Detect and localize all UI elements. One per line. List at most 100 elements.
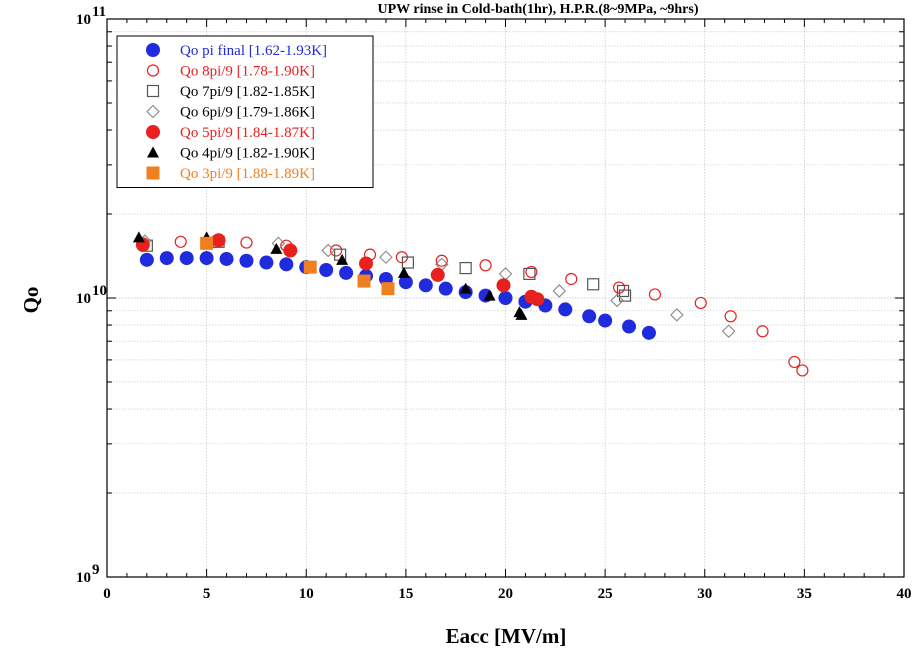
- data-point: [610, 293, 624, 308]
- y-tick-label: 10: [76, 570, 91, 586]
- legend-label: Qo 6pi/9 [1.79-1.86K]: [180, 105, 315, 121]
- data-point: [670, 308, 684, 322]
- x-tick-label: 35: [797, 586, 812, 602]
- legend-marker: [146, 64, 160, 77]
- data-point: [587, 278, 600, 291]
- data-point: [582, 309, 597, 324]
- legend-label: Qo 5pi/9 [1.84-1.87K]: [180, 125, 315, 141]
- legend-marker: [146, 125, 160, 139]
- data-point: [622, 319, 637, 334]
- data-point: [336, 253, 349, 265]
- data-point: [618, 289, 632, 302]
- x-tick-label: 30: [697, 586, 712, 602]
- data-point: [239, 253, 254, 268]
- data-point: [219, 251, 234, 266]
- x-tick-label: 15: [398, 586, 413, 602]
- legend-label: Qo 4pi/9 [1.82-1.90K]: [180, 146, 315, 162]
- data-series: [132, 231, 809, 377]
- data-point: [199, 251, 214, 266]
- series-7: [200, 236, 395, 296]
- legend-label: Qo pi final [1.62-1.93K]: [180, 43, 327, 59]
- data-point: [339, 265, 354, 280]
- data-point: [279, 257, 294, 272]
- legend-marker: [146, 166, 160, 180]
- legend-box: [116, 35, 374, 188]
- series-4: [138, 234, 736, 339]
- data-point: [240, 236, 253, 249]
- data-point: [379, 250, 393, 265]
- data-point: [641, 325, 656, 340]
- legend-label: Qo 8pi/9 [1.78-1.90K]: [180, 64, 315, 80]
- data-point: [321, 243, 335, 258]
- legend-label: Qo 7pi/9 [1.82-1.85K]: [180, 84, 315, 100]
- data-point: [418, 278, 433, 293]
- chart-title: UPW rinse in Cold-bath(1hr), H.P.R.(8~9M…: [377, 2, 698, 17]
- data-point: [283, 243, 298, 258]
- axis-ticks: [106, 18, 905, 578]
- data-point: [179, 251, 194, 266]
- y-tick-exponent: 9: [92, 562, 100, 578]
- data-point: [330, 244, 343, 257]
- data-point: [796, 364, 809, 377]
- data-point: [724, 310, 737, 323]
- data-point: [648, 288, 662, 301]
- data-point: [565, 272, 578, 286]
- data-point: [552, 284, 567, 298]
- data-point: [357, 274, 371, 288]
- legend-marker: [146, 43, 160, 57]
- y-tick-exponent: 11: [92, 4, 106, 20]
- data-point: [259, 255, 274, 270]
- data-point: [319, 262, 334, 277]
- x-tick-labels: 0 5 10 15 20 25 30 35 40: [103, 586, 911, 602]
- legend-marker: [146, 104, 160, 119]
- data-point: [479, 259, 492, 272]
- data-point: [756, 325, 769, 338]
- legend-label: Qo 3pi/9 [1.88-1.89K]: [180, 166, 315, 182]
- data-point: [397, 266, 410, 278]
- data-point: [616, 284, 630, 298]
- data-point: [483, 289, 496, 301]
- x-tick-label: 10: [299, 586, 314, 602]
- data-point: [174, 235, 187, 248]
- data-point: [211, 233, 226, 248]
- x-tick-label: 5: [203, 586, 211, 602]
- data-point: [200, 236, 214, 250]
- x-tick-label: 25: [598, 586, 613, 602]
- data-point: [359, 256, 374, 271]
- data-point: [435, 254, 448, 267]
- data-point: [159, 251, 174, 266]
- x-axis-title: Eacc [MV/m]: [446, 624, 567, 648]
- data-point: [598, 313, 613, 328]
- data-point: [694, 296, 707, 310]
- data-point: [721, 324, 736, 339]
- data-point: [558, 302, 573, 317]
- data-point: [459, 261, 472, 275]
- data-point: [530, 292, 545, 307]
- y-tick-label: 10: [76, 291, 91, 307]
- data-point: [496, 278, 511, 293]
- y-tick-exponent: 10: [92, 283, 107, 299]
- data-point: [515, 308, 528, 320]
- series-6: [132, 231, 528, 320]
- legend-marker: [147, 146, 159, 158]
- y-axis-title: Qo: [19, 287, 43, 314]
- data-point: [525, 265, 538, 279]
- data-point: [438, 281, 453, 296]
- legend: Qo pi final [1.62-1.93K] Qo 8pi/9 [1.78-1…: [116, 35, 374, 188]
- data-point: [430, 267, 445, 282]
- data-point: [498, 291, 513, 305]
- x-tick-label: 40: [897, 586, 912, 602]
- series-2: [136, 235, 809, 377]
- series-1: [139, 251, 656, 340]
- data-point: [401, 256, 414, 269]
- data-point: [381, 282, 395, 296]
- y-tick-label: 10: [76, 12, 91, 28]
- data-point: [459, 282, 472, 294]
- data-point: [139, 252, 154, 267]
- data-point: [132, 231, 145, 243]
- data-point: [523, 267, 536, 281]
- series-5: [135, 233, 545, 307]
- x-tick-label: 20: [498, 586, 513, 602]
